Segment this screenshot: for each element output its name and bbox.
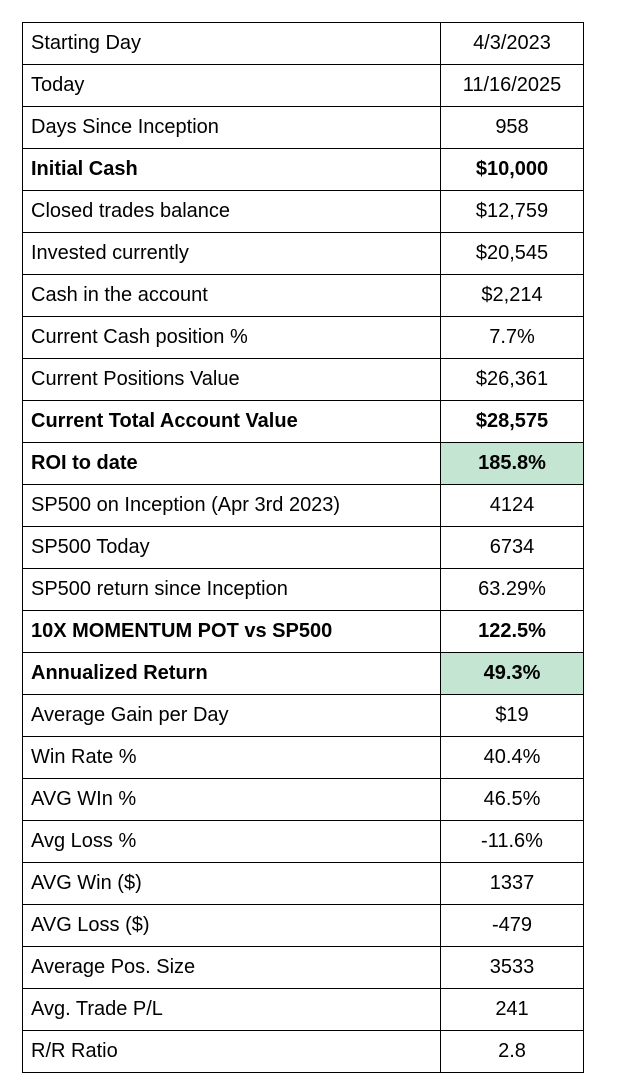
row-value: 185.8% <box>440 442 584 485</box>
row-value: $12,759 <box>440 190 584 233</box>
table-row: Win Rate % 40.4% <box>22 736 584 779</box>
row-value: 241 <box>440 988 584 1031</box>
row-value: $28,575 <box>440 400 584 443</box>
row-label: ROI to date <box>22 442 441 485</box>
table-row: Today 11/16/2025 <box>22 64 584 107</box>
row-value: 2.8 <box>440 1030 584 1073</box>
table-row: Closed trades balance $12,759 <box>22 190 584 233</box>
row-label: Average Pos. Size <box>22 946 441 989</box>
row-value: $20,545 <box>440 232 584 275</box>
row-label: Invested currently <box>22 232 441 275</box>
row-value: 122.5% <box>440 610 584 653</box>
row-label: 10X MOMENTUM POT vs SP500 <box>22 610 441 653</box>
row-value: 6734 <box>440 526 584 569</box>
row-value: 958 <box>440 106 584 149</box>
table-row: AVG Win ($) 1337 <box>22 862 584 905</box>
row-label: Win Rate % <box>22 736 441 779</box>
table-row: Current Total Account Value $28,575 <box>22 400 584 443</box>
row-value: $19 <box>440 694 584 737</box>
row-value: 4124 <box>440 484 584 527</box>
table-row: Annualized Return 49.3% <box>22 652 584 695</box>
table-row: Starting Day 4/3/2023 <box>22 22 584 65</box>
table-row: AVG Loss ($) -479 <box>22 904 584 947</box>
row-label: Days Since Inception <box>22 106 441 149</box>
row-value: $2,214 <box>440 274 584 317</box>
row-label: Current Cash position % <box>22 316 441 359</box>
table-row: 10X MOMENTUM POT vs SP500 122.5% <box>22 610 584 653</box>
table-row: SP500 on Inception (Apr 3rd 2023) 4124 <box>22 484 584 527</box>
row-value: -11.6% <box>440 820 584 863</box>
table-row: AVG WIn % 46.5% <box>22 778 584 821</box>
row-value: $10,000 <box>440 148 584 191</box>
row-label: Avg Loss % <box>22 820 441 863</box>
row-label: AVG Loss ($) <box>22 904 441 947</box>
row-label: Initial Cash <box>22 148 441 191</box>
table-row: SP500 return since Inception 63.29% <box>22 568 584 611</box>
row-label: Average Gain per Day <box>22 694 441 737</box>
table-row: Days Since Inception 958 <box>22 106 584 149</box>
row-label: SP500 Today <box>22 526 441 569</box>
table-row: Current Positions Value $26,361 <box>22 358 584 401</box>
table-row: Initial Cash $10,000 <box>22 148 584 191</box>
row-label: R/R Ratio <box>22 1030 441 1073</box>
row-label: Closed trades balance <box>22 190 441 233</box>
table-row: Avg Loss % -11.6% <box>22 820 584 863</box>
table-row: Cash in the account $2,214 <box>22 274 584 317</box>
row-value: 49.3% <box>440 652 584 695</box>
row-value: 46.5% <box>440 778 584 821</box>
row-value: 63.29% <box>440 568 584 611</box>
stats-table: Starting Day 4/3/2023 Today 11/16/2025 Days … <box>22 22 584 1073</box>
row-value: 1337 <box>440 862 584 905</box>
table-row: Avg. Trade P/L 241 <box>22 988 584 1031</box>
row-label: AVG Win ($) <box>22 862 441 905</box>
row-label: Avg. Trade P/L <box>22 988 441 1031</box>
row-value: 40.4% <box>440 736 584 779</box>
table-row: Invested currently $20,545 <box>22 232 584 275</box>
row-value: 3533 <box>440 946 584 989</box>
table-row: ROI to date 185.8% <box>22 442 584 485</box>
row-label: AVG WIn % <box>22 778 441 821</box>
table-row: Average Gain per Day $19 <box>22 694 584 737</box>
table-row: SP500 Today 6734 <box>22 526 584 569</box>
row-value: $26,361 <box>440 358 584 401</box>
table-row: Current Cash position % 7.7% <box>22 316 584 359</box>
row-value: 7.7% <box>440 316 584 359</box>
row-label: Current Total Account Value <box>22 400 441 443</box>
row-value: 4/3/2023 <box>440 22 584 65</box>
row-value: 11/16/2025 <box>440 64 584 107</box>
row-label: Today <box>22 64 441 107</box>
row-label: Cash in the account <box>22 274 441 317</box>
table-row: R/R Ratio 2.8 <box>22 1030 584 1073</box>
row-label: Current Positions Value <box>22 358 441 401</box>
row-label: Starting Day <box>22 22 441 65</box>
row-value: -479 <box>440 904 584 947</box>
table-row: Average Pos. Size 3533 <box>22 946 584 989</box>
row-label: Annualized Return <box>22 652 441 695</box>
row-label: SP500 on Inception (Apr 3rd 2023) <box>22 484 441 527</box>
row-label: SP500 return since Inception <box>22 568 441 611</box>
table-body: Starting Day 4/3/2023 Today 11/16/2025 Days … <box>22 22 584 1073</box>
